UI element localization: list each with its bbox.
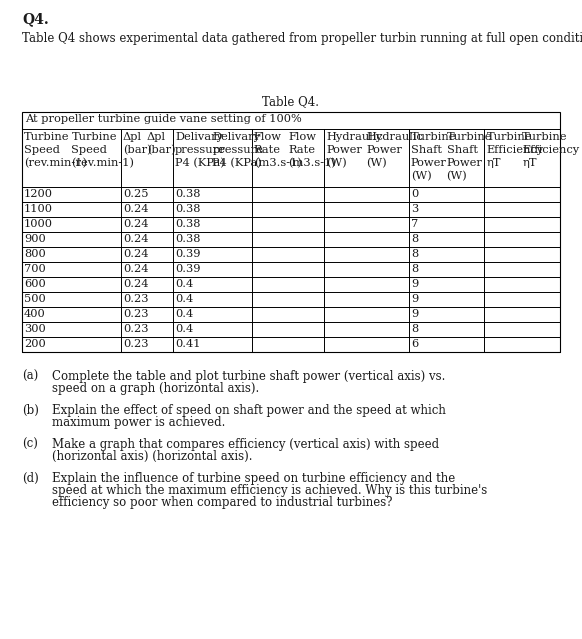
Text: Turbine
Speed
(rev.min-1): Turbine Speed (rev.min-1): [24, 132, 87, 168]
Text: Hydraulic
Power
(W): Hydraulic Power (W): [327, 132, 383, 168]
Text: (horizontal axis) (horizontal axis).: (horizontal axis) (horizontal axis).: [52, 450, 253, 463]
Text: (a): (a): [22, 370, 38, 383]
Text: 0.25: 0.25: [123, 189, 148, 199]
Text: 1000: 1000: [24, 219, 53, 229]
Text: 6: 6: [411, 339, 418, 349]
Text: Turbine
Shaft
Power
(W): Turbine Shaft Power (W): [411, 132, 456, 181]
Text: 0.24: 0.24: [123, 204, 148, 214]
Text: 0.4: 0.4: [175, 324, 193, 334]
Text: 0.23: 0.23: [123, 309, 148, 319]
Text: 8: 8: [411, 264, 418, 274]
Text: 600: 600: [24, 279, 46, 289]
Text: Table Q4 shows experimental data gathered from propeller turbin running at full : Table Q4 shows experimental data gathere…: [22, 32, 582, 45]
Text: 0.24: 0.24: [123, 249, 148, 259]
Text: (d): (d): [22, 472, 39, 485]
Text: 0.23: 0.23: [123, 294, 148, 304]
Text: 9: 9: [411, 279, 418, 289]
Text: 1100: 1100: [24, 204, 53, 214]
Text: maximum power is achieved.: maximum power is achieved.: [52, 416, 225, 429]
Text: 8: 8: [411, 324, 418, 334]
Text: Flow
Rate
(m3.s-1): Flow Rate (m3.s-1): [254, 132, 301, 168]
Text: 3: 3: [411, 204, 418, 214]
Text: 0.38: 0.38: [175, 219, 201, 229]
Text: 0.38: 0.38: [175, 234, 201, 244]
Text: 0.4: 0.4: [175, 279, 193, 289]
Text: 0.38: 0.38: [175, 189, 201, 199]
Text: (c): (c): [22, 438, 38, 451]
Text: 8: 8: [411, 234, 418, 244]
Text: Hydraulic
Power
(W): Hydraulic Power (W): [367, 132, 423, 168]
Text: Turbine
Efficiency
ηT: Turbine Efficiency ηT: [522, 132, 579, 167]
Text: 500: 500: [24, 294, 46, 304]
Text: 0.24: 0.24: [123, 279, 148, 289]
Text: efficiency so poor when compared to industrial turbines?: efficiency so poor when compared to indu…: [52, 496, 392, 509]
Text: 0.4: 0.4: [175, 309, 193, 319]
Text: Make a graph that compares efficiency (vertical axis) with speed: Make a graph that compares efficiency (v…: [52, 438, 439, 451]
Text: 300: 300: [24, 324, 46, 334]
Text: 0.39: 0.39: [175, 249, 201, 259]
Text: At propeller turbine guide vane setting of 100%: At propeller turbine guide vane setting …: [25, 114, 301, 124]
Text: 800: 800: [24, 249, 46, 259]
Text: Δpl
(bar): Δpl (bar): [123, 132, 151, 155]
Text: 7: 7: [411, 219, 418, 229]
Text: (b): (b): [22, 404, 39, 417]
Text: Delivary
pressure
P4 (KPa): Delivary pressure P4 (KPa): [212, 132, 264, 168]
Text: 200: 200: [24, 339, 46, 349]
Text: 1200: 1200: [24, 189, 53, 199]
Text: Flow
Rate
(m3.s-1): Flow Rate (m3.s-1): [288, 132, 336, 168]
Text: 0.4: 0.4: [175, 294, 193, 304]
Text: Q4.: Q4.: [22, 12, 49, 26]
Text: Explain the effect of speed on shaft power and the speed at which: Explain the effect of speed on shaft pow…: [52, 404, 446, 417]
Text: 0.24: 0.24: [123, 264, 148, 274]
Bar: [22, 112, 560, 352]
Text: 0.23: 0.23: [123, 339, 148, 349]
Text: 8: 8: [411, 249, 418, 259]
Text: 0.23: 0.23: [123, 324, 148, 334]
Text: speed at which the maximum efficiency is achieved. Why is this turbine's: speed at which the maximum efficiency is…: [52, 484, 487, 497]
Text: 700: 700: [24, 264, 46, 274]
Text: 0.39: 0.39: [175, 264, 201, 274]
Text: 9: 9: [411, 294, 418, 304]
Text: Table Q4.: Table Q4.: [262, 95, 320, 108]
Text: Turbine
Shaft
Power
(W): Turbine Shaft Power (W): [446, 132, 492, 181]
Text: 9: 9: [411, 309, 418, 319]
Text: speed on a graph (horizontal axis).: speed on a graph (horizontal axis).: [52, 382, 259, 395]
Text: 0.24: 0.24: [123, 234, 148, 244]
Text: 0.38: 0.38: [175, 204, 201, 214]
Text: Turbine
Efficiency
ηT: Turbine Efficiency ηT: [487, 132, 544, 167]
Text: Turbine
Speed
(rev.min-1): Turbine Speed (rev.min-1): [72, 132, 134, 168]
Text: Complete the table and plot turbine shaft power (vertical axis) vs.: Complete the table and plot turbine shaf…: [52, 370, 445, 383]
Text: 0.24: 0.24: [123, 219, 148, 229]
Text: 0: 0: [411, 189, 418, 199]
Text: 0.41: 0.41: [175, 339, 201, 349]
Text: Δpl
(bar): Δpl (bar): [147, 132, 176, 155]
Text: 400: 400: [24, 309, 46, 319]
Text: 900: 900: [24, 234, 46, 244]
Text: Explain the influence of turbine speed on turbine efficiency and the: Explain the influence of turbine speed o…: [52, 472, 455, 485]
Text: Delivary
pressure
P4 (KPa): Delivary pressure P4 (KPa): [175, 132, 226, 168]
